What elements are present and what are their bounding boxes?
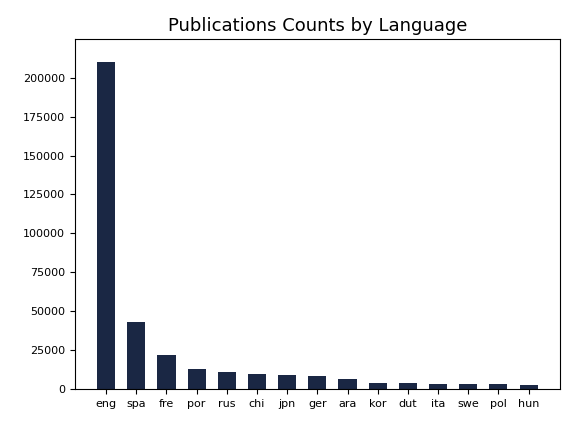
- Bar: [369, 383, 387, 389]
- Bar: [429, 384, 447, 389]
- Bar: [158, 355, 175, 389]
- Bar: [519, 385, 538, 389]
- Bar: [308, 376, 327, 389]
- Title: Publications Counts by Language: Publications Counts by Language: [168, 16, 467, 35]
- Bar: [188, 369, 205, 389]
- Bar: [489, 384, 508, 389]
- Bar: [399, 383, 417, 389]
- Bar: [218, 372, 236, 389]
- Bar: [459, 384, 477, 389]
- Bar: [127, 322, 145, 389]
- Bar: [97, 62, 115, 389]
- Bar: [278, 375, 296, 389]
- Bar: [339, 379, 357, 389]
- Bar: [248, 374, 266, 389]
